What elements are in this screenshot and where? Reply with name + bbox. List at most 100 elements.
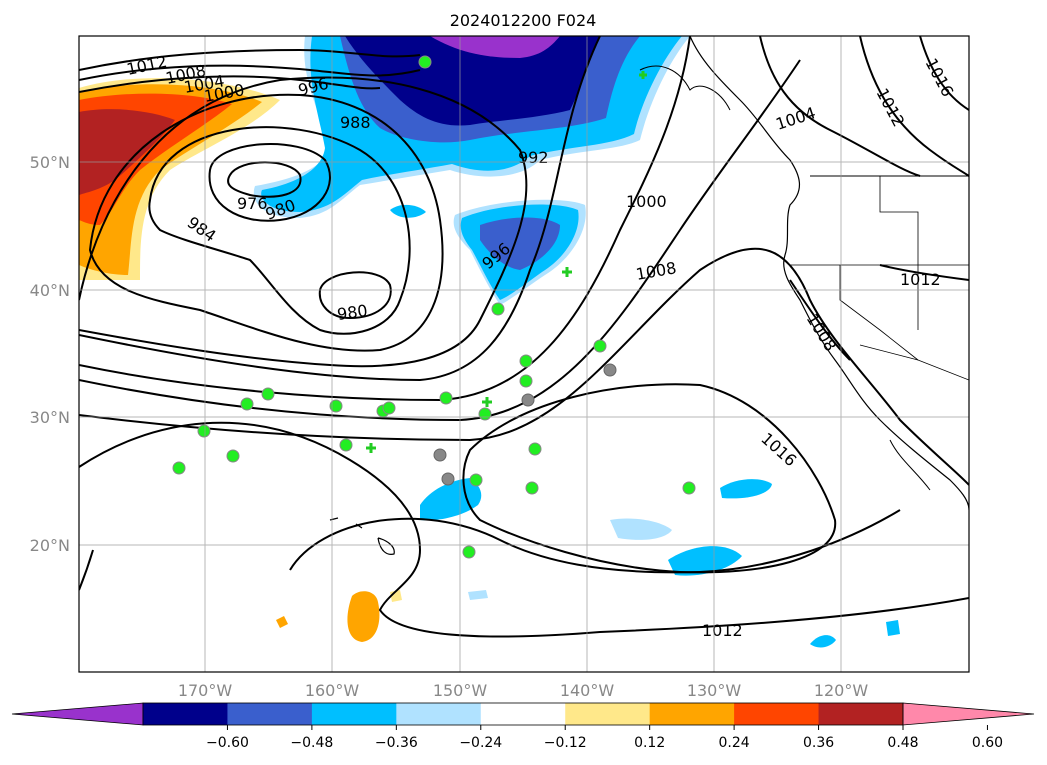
map-frame (78, 35, 970, 673)
colorbar-tick-label: 0.60 (972, 735, 1003, 751)
isobar-988 (88, 93, 444, 352)
station-marker (478, 407, 492, 421)
neg-shade-south-5 (810, 635, 836, 648)
neg-shade-south-3 (668, 546, 742, 576)
latitude-labels: 50°N 40°N 30°N 20°N (30, 153, 70, 555)
isobar-980-south (318, 271, 392, 320)
isobar-label: 1000 (626, 192, 667, 211)
colorbar-bin (311, 703, 397, 725)
colorbar-frame (142, 702, 904, 726)
station-marker (197, 424, 211, 438)
colorbar-bin (818, 703, 904, 725)
colorbar-tick-label: −0.24 (459, 735, 502, 751)
station-marker (519, 374, 533, 388)
lat-label: 50°N (30, 153, 70, 172)
station-marker (382, 401, 396, 415)
lon-label: 170°W (178, 681, 233, 700)
isobar-label: 1012 (702, 621, 743, 640)
us-state-lines-2 (879, 176, 919, 330)
station-marker (462, 545, 476, 559)
neg-shade-south-1 (420, 478, 482, 521)
station-plus-marker (639, 71, 647, 79)
lon-label: 140°W (560, 681, 615, 700)
isobar-coast-1012 (879, 264, 969, 281)
station-marker (172, 461, 186, 475)
isobar-label: 992 (518, 148, 549, 167)
isobar-996 (79, 36, 601, 382)
colorbar-bin (734, 703, 820, 725)
colorbar-bin (396, 703, 482, 725)
isobar-label: 976 (237, 194, 268, 213)
station-marker (261, 387, 275, 401)
isobar-south-west (79, 549, 94, 591)
isobar-label: 988 (340, 113, 371, 132)
colorbar-tick-label: −0.48 (290, 735, 333, 751)
map-panel: 1012 1008 1004 1000 996 988 992 976 980 … (78, 35, 970, 673)
station-markers (172, 55, 696, 559)
neg-shade-center-mid (480, 217, 560, 270)
isobar-1012-inner (289, 509, 901, 574)
station-marker (603, 363, 617, 377)
isobar-ne-1012 (859, 36, 969, 177)
isobar-label: 1012 (900, 270, 941, 289)
pos-shade-dark (79, 109, 175, 195)
station-marker (519, 354, 533, 368)
colorbar: −0.60 −0.48 −0.36 −0.24 −0.12 0.12 0.24 0.36 0.4… (11, 702, 1035, 751)
isobar-1004-top (79, 75, 381, 93)
colorbar-tick-label: 0.24 (719, 735, 750, 751)
isobar-1008-top (79, 64, 421, 81)
station-plus-marker (562, 267, 572, 277)
gridlines (79, 36, 969, 672)
pos-shade-light-small-1 (276, 616, 288, 628)
lat-label: 20°N (30, 536, 70, 555)
station-marker (593, 339, 607, 353)
isobar-992 (79, 76, 528, 368)
station-marker (521, 393, 535, 407)
station-marker (682, 481, 696, 495)
mexico-coast (889, 439, 931, 491)
lon-label: 120°W (814, 681, 869, 700)
isobar-976 (227, 161, 302, 198)
station-marker (339, 438, 353, 452)
colorbar-tick-label: 0.12 (634, 735, 665, 751)
colorbar-ticks: −0.60 −0.48 −0.36 −0.24 −0.12 0.12 0.24 0.36 0.4… (206, 725, 1003, 751)
station-marker (226, 449, 240, 463)
isobar-ne-1004 (759, 36, 921, 177)
neg-shade-small-1 (390, 204, 426, 218)
colorbar-extend-high (902, 702, 1035, 726)
station-marker (433, 448, 447, 462)
station-marker (491, 302, 505, 316)
positive-anomaly-region (79, 78, 402, 642)
neg-shade-navy (345, 36, 600, 126)
colorbar-tick-label: 0.36 (803, 735, 834, 751)
neg-shade-south-7 (468, 590, 488, 600)
lon-label: 150°W (433, 681, 488, 700)
station-marker (329, 399, 343, 413)
neg-shade-deep (430, 36, 560, 58)
colorbar-bin (649, 703, 735, 725)
isobar-980-north (208, 143, 331, 222)
colorbar-bin (565, 703, 651, 725)
pos-shade-orange-south (347, 591, 380, 642)
colorbar-tick-label: −0.60 (206, 735, 249, 751)
station-marker (528, 442, 542, 456)
mexico-border (859, 344, 969, 381)
station-marker (441, 472, 455, 486)
isobar-1012-top (79, 48, 421, 71)
isobar-label: 980 (336, 301, 369, 324)
neg-shade-south-4 (720, 479, 772, 499)
neg-shade-south-6 (886, 620, 900, 636)
isobar-ne-1016 (919, 36, 969, 111)
lon-label: 160°W (305, 681, 360, 700)
colorbar-bin (143, 703, 228, 725)
station-marker (418, 55, 432, 69)
colorbar-tick-label: −0.36 (375, 735, 418, 751)
chart-title: 2024012200 F024 (450, 11, 597, 30)
alaska-islands (639, 65, 731, 111)
colorbar-bin (227, 703, 313, 725)
us-state-lines-3 (839, 265, 919, 361)
isobar-984 (148, 126, 411, 335)
isobar-1008 (79, 247, 969, 486)
isobar-1000 (79, 36, 691, 402)
